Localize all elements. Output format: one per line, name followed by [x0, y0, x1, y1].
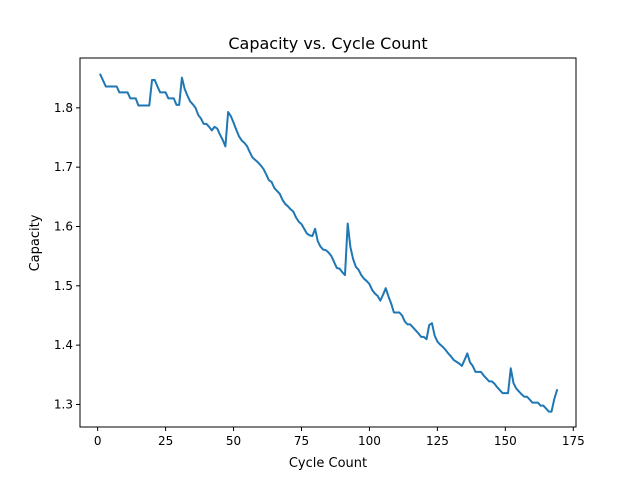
x-tick-label: 75	[294, 434, 309, 448]
x-tick-label: 150	[494, 434, 517, 448]
plot-area	[99, 73, 559, 413]
y-tick-label: 1.6	[54, 219, 73, 233]
y-tick-label: 1.4	[54, 338, 73, 352]
x-tick-label: 25	[158, 434, 173, 448]
axes-frame	[79, 57, 577, 428]
x-tick-label: 100	[358, 434, 381, 448]
y-tick-label: 1.3	[54, 397, 73, 411]
y-tick-label: 1.5	[54, 279, 73, 293]
x-axis-label: Cycle Count	[289, 456, 367, 471]
x-axis-ticks: 0 25 50 75 100 125 150 175	[94, 427, 585, 448]
y-axis-label: Capacity	[28, 214, 43, 271]
x-tick-label: 175	[562, 434, 585, 448]
x-tick-label: 0	[94, 434, 102, 448]
capacity-series-line	[99, 73, 559, 413]
x-tick-label: 50	[226, 434, 241, 448]
y-tick-label: 1.8	[54, 101, 73, 115]
x-tick-label: 125	[426, 434, 449, 448]
chart-title: Capacity vs. Cycle Count	[228, 34, 427, 53]
y-axis-ticks: 1.3 1.4 1.5 1.6 1.7 1.8	[54, 101, 80, 411]
y-tick-label: 1.7	[54, 160, 73, 174]
